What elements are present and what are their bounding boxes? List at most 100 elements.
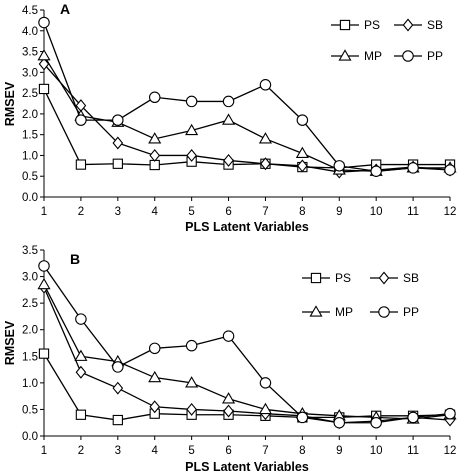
data-point-pp — [444, 164, 456, 176]
series-pp — [38, 16, 456, 177]
legend-marker-sb — [402, 18, 414, 32]
data-point-sb — [112, 381, 124, 395]
x-tick-label: 12 — [444, 206, 457, 218]
series-line-pp — [43, 265, 451, 424]
data-point-pp — [333, 416, 346, 429]
data-point-pp — [112, 361, 124, 373]
x-tick-label: 6 — [225, 206, 231, 218]
x-tick-label: 3 — [115, 206, 121, 218]
chart-panel-b: 0.00.51.01.52.02.53.03.51 2 3 4 5 6 7 8 9 10 11 12P… — [3, 245, 457, 474]
legend: PS SB MP PP — [331, 18, 443, 63]
y-tick-label: 3.0 — [22, 67, 38, 79]
data-point-sb — [149, 148, 161, 162]
data-point-pp — [296, 114, 309, 126]
legend-label: PP — [427, 49, 443, 63]
data-point-pp — [75, 313, 87, 325]
data-point-sb — [223, 153, 234, 167]
data-point-pp — [370, 165, 382, 177]
legend-label: SB — [403, 271, 419, 285]
x-tick-label: 9 — [336, 445, 342, 457]
y-tick-label: 0.5 — [22, 171, 38, 183]
x-tick-label: 4 — [152, 206, 159, 218]
data-point-mp — [221, 113, 236, 125]
legend-item-ps: PS — [302, 271, 351, 285]
x-tick-label: 11 — [407, 206, 419, 218]
x-tick-label: 1 — [41, 445, 47, 457]
legend-item-sb: SB — [370, 271, 419, 285]
x-tick-label: 8 — [299, 206, 305, 218]
data-point-sb — [112, 136, 124, 150]
data-point-mp — [74, 349, 88, 361]
panel-letter: A — [60, 1, 70, 17]
y-axis-title: RMSEV — [3, 320, 17, 365]
x-tick-label: 5 — [188, 445, 194, 457]
legend-item-sb: SB — [394, 18, 443, 32]
x-tick-label: 8 — [299, 445, 305, 457]
series-ps — [38, 83, 456, 174]
legend-item-pp: PP — [370, 305, 419, 319]
data-point-mp — [37, 49, 51, 61]
y-tick-label: 2.0 — [22, 109, 38, 121]
x-axis-title: PLS Latent Variables — [185, 220, 309, 234]
legend-item-mp: MP — [331, 49, 382, 63]
data-point-sb — [297, 159, 308, 173]
y-tick-label: 2.5 — [22, 298, 38, 310]
data-point-ps — [112, 158, 123, 169]
y-tick-label: 1.5 — [22, 130, 38, 142]
legend: PS SB MP PP — [302, 271, 419, 319]
data-point-pp — [112, 114, 124, 126]
y-tick-label: 3.5 — [22, 245, 38, 257]
y-tick-label: 0.5 — [22, 404, 38, 416]
x-tick-label: 6 — [225, 445, 231, 457]
legend-label: PS — [364, 18, 380, 32]
x-tick-label: 12 — [444, 445, 457, 457]
panel-letter: B — [70, 251, 80, 267]
data-point-pp — [185, 339, 198, 352]
series-sb — [38, 280, 456, 430]
data-point-mp — [258, 132, 273, 144]
legend-marker-pp — [402, 50, 414, 62]
series-mp — [37, 49, 457, 176]
y-tick-label: 0.0 — [22, 192, 38, 204]
data-point-pp — [148, 342, 161, 355]
data-point-pp — [38, 16, 50, 29]
y-tick-label: 2.5 — [22, 88, 38, 100]
data-point-ps — [112, 414, 123, 426]
data-point-mp — [37, 277, 51, 290]
legend-item-mp: MP — [302, 305, 353, 319]
data-point-mp — [148, 370, 162, 383]
series-line-sb — [43, 286, 451, 424]
series-line-pp — [43, 22, 451, 172]
data-point-pp — [38, 260, 50, 272]
data-point-pp — [444, 407, 456, 420]
data-point-ps — [38, 83, 50, 95]
y-tick-label: 1.0 — [22, 378, 38, 390]
data-point-sb — [38, 57, 50, 71]
x-tick-label: 2 — [78, 206, 84, 218]
legend-marker-mp — [309, 305, 323, 317]
legend-marker-ps — [310, 272, 322, 284]
x-tick-label: 10 — [370, 445, 383, 457]
x-tick-label: 4 — [152, 445, 159, 457]
legend-label: MP — [364, 49, 382, 63]
legend-label: SB — [427, 18, 443, 32]
data-point-pp — [185, 95, 198, 108]
data-point-mp — [185, 376, 199, 388]
x-tick-label: 1 — [41, 206, 47, 218]
y-tick-label: 4.5 — [22, 5, 38, 17]
data-point-sb — [149, 400, 161, 414]
y-tick-label: 0.0 — [22, 431, 38, 443]
y-tick-label: 1.5 — [22, 351, 38, 363]
data-point-sb — [186, 402, 197, 416]
x-tick-label: 7 — [262, 206, 268, 218]
data-point-sb — [186, 148, 197, 162]
legend-label: PP — [403, 305, 419, 319]
x-tick-label: 3 — [115, 445, 121, 457]
legend-label: MP — [335, 305, 353, 319]
x-tick-label: 5 — [188, 206, 194, 218]
data-point-pp — [407, 162, 419, 174]
legend-marker-ps — [339, 19, 351, 31]
x-tick-label: 9 — [336, 206, 342, 218]
data-point-ps — [38, 348, 50, 359]
data-point-mp — [258, 402, 273, 415]
